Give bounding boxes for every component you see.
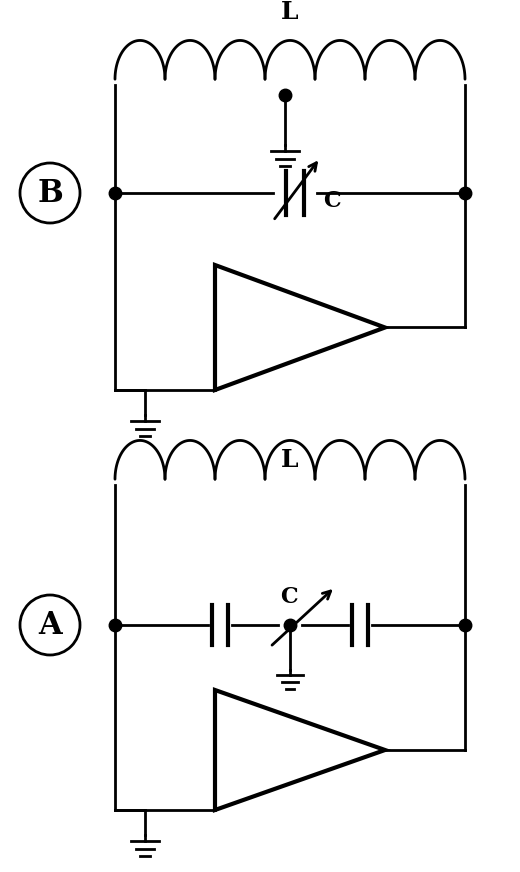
Text: L: L bbox=[281, 0, 299, 24]
Text: A: A bbox=[38, 610, 62, 641]
Text: C: C bbox=[323, 190, 341, 212]
Text: B: B bbox=[37, 178, 63, 208]
Text: L: L bbox=[281, 448, 299, 472]
Text: C: C bbox=[280, 586, 297, 608]
